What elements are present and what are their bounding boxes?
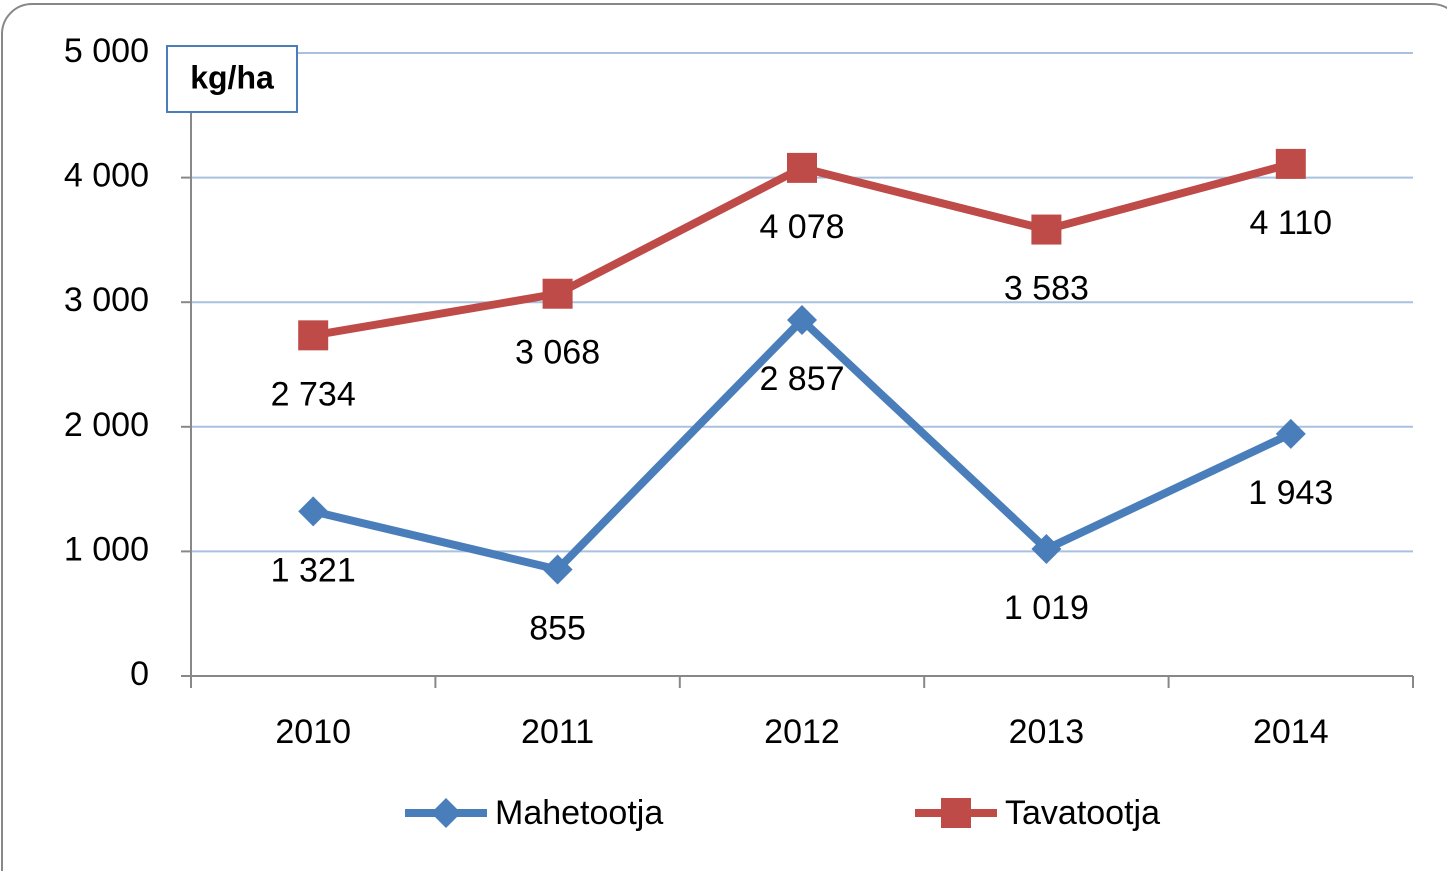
y-tick-label: 1 000 [64,530,149,568]
chart-border [1,3,1447,871]
point-marker [1031,214,1062,245]
value-label: 3 068 [515,334,600,372]
value-label: 3 583 [1004,270,1089,308]
legend-label: Mahetootja [495,794,663,832]
point-marker [787,305,817,336]
point-marker [542,278,573,309]
value-label: 4 078 [759,208,844,246]
y-tick-label: 2 000 [64,406,149,444]
y-tick-label: 5 000 [64,32,149,70]
point-marker [298,320,329,351]
legend-marker [431,798,461,828]
x-tick-label: 2013 [1009,713,1085,751]
y-tick-label: 4 000 [64,157,149,195]
point-marker [787,152,817,183]
y-label: kg/ha [190,59,274,95]
value-label: 1 943 [1248,474,1333,512]
x-tick-label: 2010 [275,713,351,751]
value-label: 855 [529,609,586,647]
value-label: 4 110 [1250,204,1333,242]
x-tick-label: 2012 [764,713,840,751]
y-tick-label: 0 [130,655,149,693]
y-tick-label: 3 000 [64,281,149,319]
value-label: 1 019 [1004,589,1089,627]
value-label: 1 321 [271,551,356,589]
point-marker [298,496,329,527]
value-label: 2 857 [759,360,844,398]
point-marker [542,554,573,585]
point-marker [1031,534,1062,565]
legend-label: Tavatootja [1005,794,1160,832]
point-marker [1275,418,1306,449]
x-tick-label: 2014 [1253,713,1329,751]
value-label: 2 734 [271,375,356,413]
legend-marker [941,798,971,828]
point-marker [1275,148,1306,179]
y-label-box [166,45,298,113]
x-tick-label: 2011 [521,713,594,751]
